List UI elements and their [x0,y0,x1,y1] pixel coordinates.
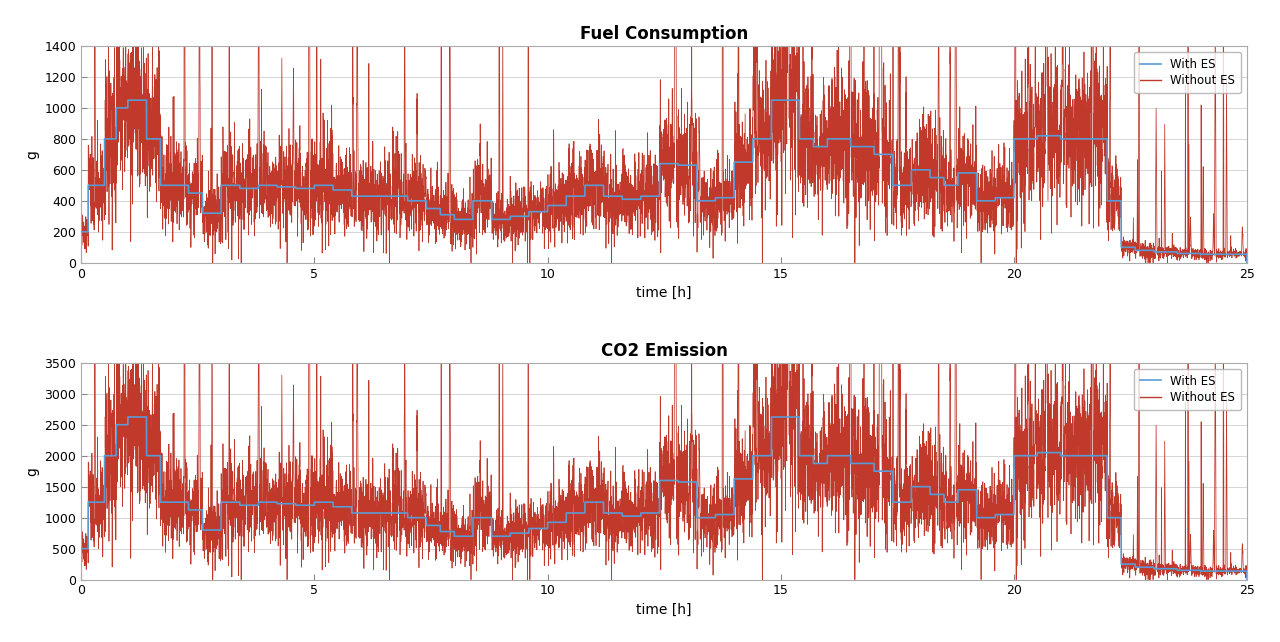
Title: Fuel Consumption: Fuel Consumption [580,25,749,43]
With ES [1000,194,1015,202]
With ES [495,216,511,223]
With ES [764,135,780,143]
With ES [764,452,780,460]
X-axis label: time [h]: time [h] [636,603,692,617]
With ES [120,96,136,104]
Y-axis label: g: g [26,150,38,159]
Without ES [764,155,780,162]
With ES [132,413,147,421]
Without ES [74,555,90,562]
Without ES [814,130,829,137]
With ES [495,532,511,540]
With ES [938,498,954,506]
Without ES [1239,576,1254,584]
With ES [1239,576,1254,584]
With ES [938,182,954,189]
Without ES [1001,507,1016,515]
Without ES [1001,190,1016,198]
Line: With ES: With ES [82,417,1247,580]
With ES [1239,259,1254,266]
Y-axis label: g: g [26,467,38,476]
With ES [74,228,90,236]
Without ES [938,135,954,143]
Without ES [495,535,511,542]
With ES [74,545,90,553]
Without ES [205,576,220,584]
With ES [120,413,136,421]
Without ES [132,180,147,188]
Without ES [1239,259,1254,266]
Legend: With ES, Without ES: With ES, Without ES [1134,369,1242,410]
With ES [814,143,829,150]
Without ES [74,238,90,245]
Without ES [495,218,511,226]
With ES [814,460,829,467]
With ES [132,96,147,104]
Without ES [814,446,829,454]
Without ES [132,497,147,505]
Line: Without ES: Without ES [82,0,1247,580]
With ES [1000,510,1015,518]
Without ES [205,259,220,266]
Without ES [938,451,954,459]
Line: Without ES: Without ES [82,0,1247,263]
X-axis label: time [h]: time [h] [636,286,692,300]
Without ES [764,471,780,479]
Line: With ES: With ES [82,100,1247,263]
Title: CO2 Emission: CO2 Emission [600,342,727,360]
Legend: With ES, Without ES: With ES, Without ES [1134,52,1242,93]
